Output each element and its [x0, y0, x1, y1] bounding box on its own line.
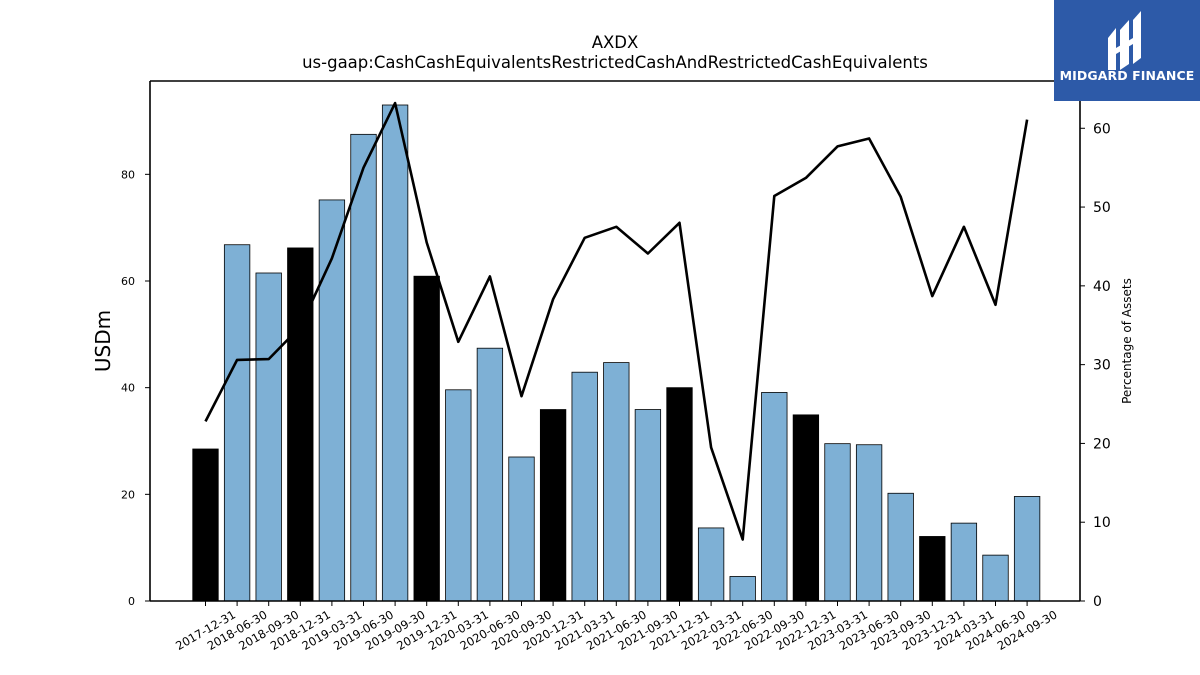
midgard-finance-logo: MIDGARD FINANCE — [1054, 0, 1200, 101]
bar-2022-06-30 — [729, 576, 756, 602]
bar-2023-12-31 — [919, 536, 946, 602]
bar-2021-09-30 — [634, 409, 662, 602]
bar-2018-12-31 — [287, 247, 314, 602]
y2-axis-label: Percentage of Assets — [1120, 278, 1134, 404]
bar-2021-12-31 — [666, 387, 693, 602]
midgard-logo-icon — [1108, 11, 1141, 70]
bar-series — [192, 104, 1041, 602]
y2-tick-label: 40 — [1093, 279, 1111, 295]
bar-2022-03-31 — [697, 527, 725, 602]
bar-2020-06-30 — [476, 347, 504, 602]
bar-2024-09-30 — [1013, 496, 1041, 602]
y-axis-label: USDm — [91, 310, 115, 372]
y2-tick-label: 0 — [1093, 594, 1102, 610]
line-series — [204, 101, 1029, 541]
y2-tick-label: 50 — [1093, 200, 1111, 216]
bar-2022-12-31 — [792, 414, 820, 602]
bar-2018-09-30 — [255, 272, 282, 602]
y-tick-label: 20 — [121, 488, 135, 501]
y2-tick-label: 30 — [1093, 358, 1111, 374]
y-tick-label: 60 — [121, 275, 135, 288]
y-tick-label: 80 — [121, 168, 135, 181]
bar-2019-06-30 — [350, 133, 377, 602]
bar-2023-06-30 — [855, 444, 883, 602]
bar-2022-09-30 — [761, 392, 788, 602]
bar-2020-12-31 — [539, 409, 567, 602]
bar-2018-06-30 — [223, 244, 251, 602]
bar-2023-03-31 — [824, 443, 851, 602]
bar-2021-06-30 — [603, 362, 630, 602]
y-tick-label: 40 — [121, 382, 135, 395]
chart-title: AXDX — [591, 33, 639, 52]
chart-subtitle: us-gaap:CashCashEquivalentsRestrictedCas… — [302, 53, 928, 72]
bar-2023-09-30 — [887, 492, 914, 602]
bar-2024-03-31 — [950, 522, 978, 602]
bar-2024-06-30 — [982, 554, 1009, 602]
bar-2017-12-31 — [192, 448, 219, 602]
bar-2020-03-31 — [445, 389, 472, 602]
bar-2020-09-30 — [508, 456, 535, 602]
bar-2019-03-31 — [318, 199, 346, 602]
y2-tick-label: 20 — [1093, 436, 1111, 452]
y2-tick-label: 10 — [1093, 515, 1111, 531]
y-tick-label: 0 — [128, 595, 135, 608]
bar-2019-09-30 — [381, 104, 409, 602]
bar-2021-03-31 — [571, 371, 598, 602]
bar-2019-12-31 — [413, 275, 440, 602]
y2-tick-label: 60 — [1093, 121, 1111, 137]
logo-text: MIDGARD FINANCE — [1059, 68, 1195, 83]
